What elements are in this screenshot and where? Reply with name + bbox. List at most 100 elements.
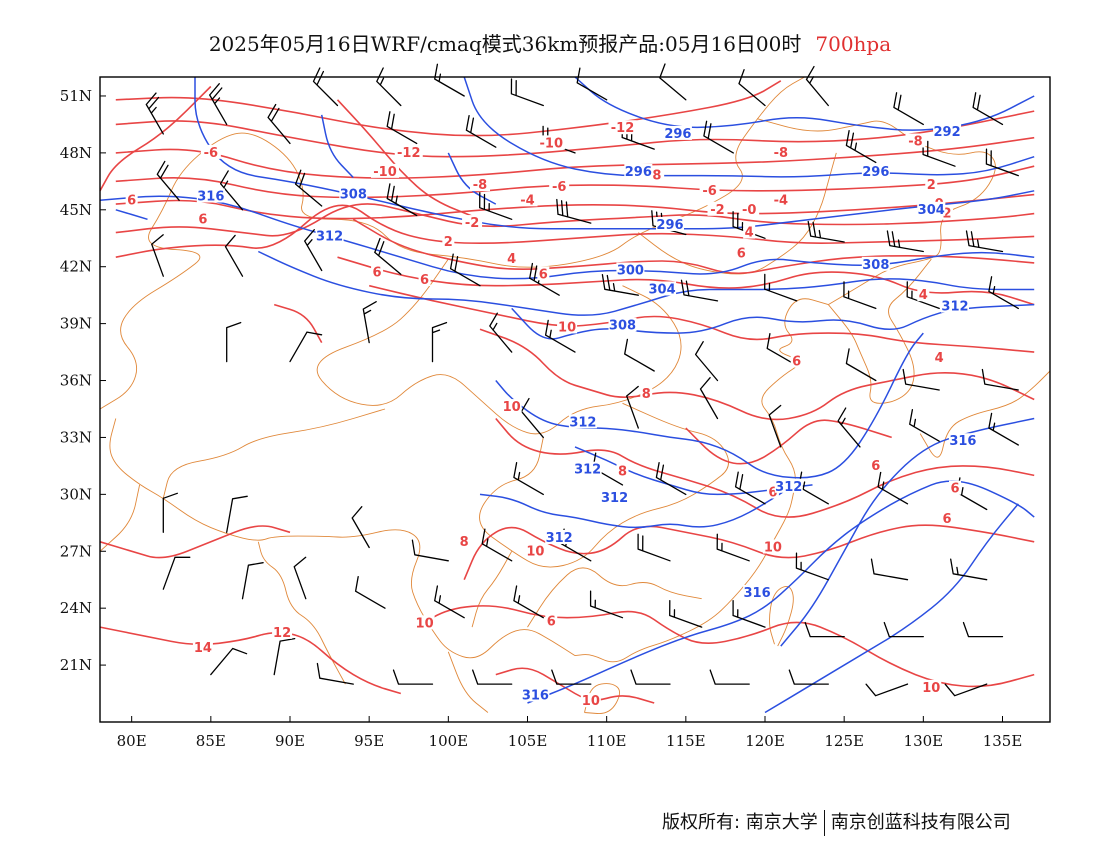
temperature-label: 8 — [460, 535, 469, 550]
geopotential-label-bg — [774, 478, 803, 493]
geopotential-contour — [780, 417, 1035, 647]
wind-barb — [434, 63, 465, 97]
temperature-label: -0 — [742, 203, 756, 218]
temperature-label-bg — [762, 539, 783, 554]
geopotential-label-bg — [648, 281, 677, 296]
wind-barb — [386, 111, 418, 145]
temperature-label-bg — [640, 385, 653, 400]
geopotential-labels: 296 296 296 292 308 312 316 300 296 304 304 308 308 3… — [196, 124, 977, 703]
temperature-label-bg — [743, 224, 756, 239]
geopotential-label-bg — [624, 163, 653, 178]
geopotential-contour — [495, 332, 924, 479]
wind-barb-shape — [659, 63, 687, 101]
wind-barb-shape — [210, 647, 248, 676]
geopotential-contour — [194, 77, 1035, 230]
wind-barb — [489, 312, 513, 353]
wind-barb — [788, 669, 829, 685]
temperature-label: -8 — [908, 135, 922, 150]
wind-barb-shape — [434, 63, 465, 97]
wind-barb — [465, 114, 497, 148]
geopotential-contour — [257, 250, 1035, 316]
wind-barbs — [145, 63, 1019, 697]
geopotential-label-bg — [568, 414, 597, 429]
wind-barb — [293, 556, 307, 600]
wind-barb-shape — [145, 92, 164, 135]
wind-barb — [145, 92, 164, 135]
temperature-label: 10 — [526, 544, 544, 559]
temperature-isotherm — [115, 193, 1035, 220]
wind-barb-shape — [241, 562, 264, 600]
temperature-label: -10 — [540, 136, 564, 151]
temperature-label-bg — [790, 353, 803, 368]
wind-barb — [589, 590, 624, 619]
wind-barb-shape — [411, 539, 449, 562]
temperature-label-bg — [414, 615, 435, 630]
temperature-label-bg — [921, 679, 942, 694]
latitude-axis: 51N 48N 45N 42N 39N 36N 33N 30N 27N 24N 21N — [60, 87, 106, 674]
wind-barb — [877, 471, 909, 505]
temperature-label-bg — [770, 144, 791, 159]
weather-map: -12-12-10-10-8-8-6-6-4-2-0-2-4-22466666-… — [60, 63, 1051, 750]
wind-barb-shape — [962, 621, 1004, 638]
wind-barb — [922, 139, 956, 167]
geopotential-contour — [764, 503, 1019, 714]
wind-barb-shape — [837, 407, 861, 448]
geopotential-label-bg — [861, 163, 890, 178]
temperature-isotherm — [115, 165, 1035, 199]
wind-barb-shape — [699, 377, 719, 420]
lon-tick-label: 130E — [904, 732, 944, 750]
wind-barb-shape — [386, 111, 418, 145]
copyright-right: 南京创蓝科技有限公司 — [830, 812, 1011, 833]
temperature-label-bg — [905, 133, 926, 148]
wind-barb-shape — [906, 281, 940, 310]
boundary-line — [827, 258, 932, 404]
wind-barb-shape — [472, 669, 513, 685]
wind-barb-shape — [362, 301, 377, 344]
geopotential-label: 304 — [649, 282, 676, 297]
temperature-label-bg — [462, 215, 483, 230]
wind-barb — [472, 669, 513, 685]
wind-barb-shape — [556, 198, 592, 224]
temperature-label: -2 — [465, 216, 479, 231]
wind-barb-shape — [716, 533, 750, 562]
geopotential-label: 316 — [949, 434, 976, 449]
geopotential-label: 312 — [574, 463, 601, 478]
wind-barb — [883, 621, 924, 638]
wind-barb-shape — [434, 585, 465, 619]
pressure-level: 700hpa — [815, 32, 892, 56]
geopotential-label-bg — [608, 317, 637, 332]
wind-barb-shape — [520, 397, 544, 439]
temperature-isotherm — [495, 667, 655, 704]
wind-barb-shape — [988, 276, 1019, 310]
wind-barb-shape — [316, 662, 354, 685]
wind-barb-shape — [209, 83, 228, 126]
temperature-isotherm — [115, 136, 1035, 179]
geopotential-label: 312 — [601, 491, 628, 506]
wind-barb — [529, 262, 560, 296]
wind-barb-shape — [709, 669, 750, 685]
wind-barb — [768, 404, 782, 448]
temperature-label-bg — [501, 399, 522, 414]
temperature-label: 2 — [943, 207, 952, 222]
wind-barb-shape — [956, 477, 988, 511]
temperature-label-bg — [608, 120, 637, 135]
wind-barb — [162, 492, 178, 533]
temperature-label: -6 — [204, 146, 218, 161]
geopotential-contour — [115, 209, 148, 221]
wind-barb-shape — [392, 669, 434, 685]
geopotential-label-bg — [545, 529, 574, 544]
temperature-label: 10 — [503, 400, 521, 415]
temperature-isotherm — [99, 626, 402, 695]
temperature-label-bg — [933, 349, 946, 364]
temperature-label-bg — [394, 144, 423, 159]
wind-barb — [151, 234, 164, 277]
temperature-label-bg — [770, 192, 791, 207]
geopotential-label: 308 — [340, 188, 367, 203]
temperature-label: 4 — [745, 226, 754, 241]
lon-tick-label: 120E — [745, 732, 785, 750]
wind-barb-shape — [764, 273, 798, 302]
geopotential-label: 308 — [862, 258, 889, 273]
wind-barb-shape — [431, 321, 448, 363]
temperature-isotherm — [273, 303, 323, 343]
wind-barb-shape — [624, 338, 655, 372]
